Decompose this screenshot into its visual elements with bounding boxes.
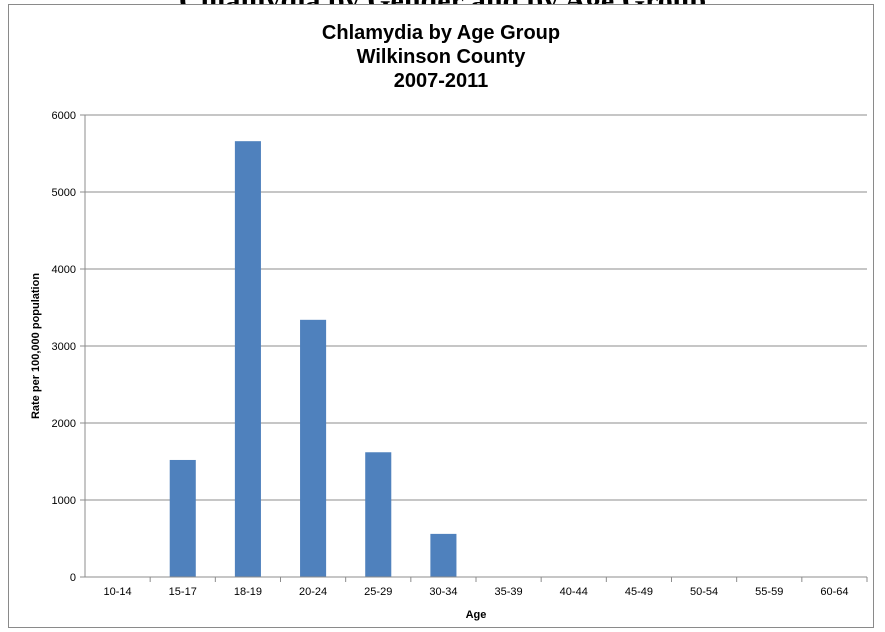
bars xyxy=(169,141,457,577)
x-tick-label-40-44: 40-44 xyxy=(560,586,588,598)
axes: 0 1000 2000 3000 4000 5000 6000 10-14 15-17 18-19… xyxy=(52,110,868,598)
y-tick-label-5000: 5000 xyxy=(52,187,76,199)
chart-title-line-2: Wilkinson County xyxy=(356,46,526,68)
x-tick-label-45-49: 45-49 xyxy=(625,586,653,598)
x-tick-label-30-34: 30-34 xyxy=(429,586,457,598)
chart-title: Chlamydia by Age Group Wilkinson County … xyxy=(9,21,873,93)
bar-25-29 xyxy=(365,452,392,577)
chart-title-line-3: 2007-2011 xyxy=(393,70,489,92)
x-tick-label-55-59: 55-59 xyxy=(755,586,783,598)
chart-title-line-1: Chlamydia by Age Group xyxy=(321,22,561,44)
x-tick-label-18-19: 18-19 xyxy=(234,586,262,598)
y-tick-label-2000: 2000 xyxy=(52,418,76,430)
bar-15-17 xyxy=(169,459,196,577)
y-axis-title: Rate per 100,000 population xyxy=(30,273,42,419)
y-tick-label-1000: 1000 xyxy=(52,495,76,507)
x-axis-title: Age xyxy=(466,609,487,621)
x-tick-label-60-64: 60-64 xyxy=(820,586,848,598)
chart-svg: 0 1000 2000 3000 4000 5000 6000 10-14 15-17 18-19… xyxy=(30,110,868,621)
x-tick-label-20-24: 20-24 xyxy=(299,586,327,598)
y-tick-label-4000: 4000 xyxy=(52,264,76,276)
bar-18-19 xyxy=(234,141,261,577)
y-tick-label-3000: 3000 xyxy=(52,341,76,353)
x-tick-label-25-29: 25-29 xyxy=(364,586,392,598)
bar-20-24 xyxy=(300,319,327,577)
y-tick-label-6000: 6000 xyxy=(52,110,76,122)
x-tick-label-50-54: 50-54 xyxy=(690,586,718,598)
x-tick-label-10-14: 10-14 xyxy=(104,586,132,598)
x-tick-label-15-17: 15-17 xyxy=(169,586,197,598)
gridlines xyxy=(85,114,867,501)
y-tick-label-0: 0 xyxy=(70,572,76,584)
chart-area: Chlamydia by Age Group Wilkinson County … xyxy=(8,4,874,628)
bar-30-34 xyxy=(430,533,457,577)
x-tick-label-35-39: 35-39 xyxy=(495,586,523,598)
